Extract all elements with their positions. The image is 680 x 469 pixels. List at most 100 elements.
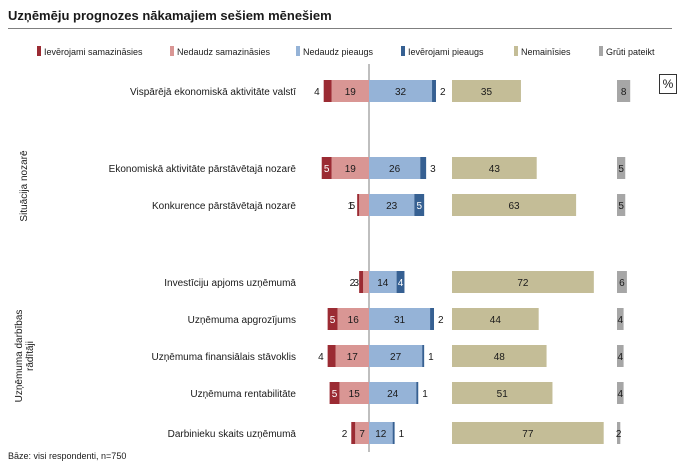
data-label: 27 [390,352,402,363]
bar-nemainisies [452,308,539,330]
data-label: 5 [618,201,624,212]
data-label: 1 [428,352,434,363]
data-label: 77 [522,429,534,440]
bar-gruti-pateikt [617,382,624,404]
data-label: 15 [349,389,361,400]
legend-swatch [599,46,603,56]
bar-nedaudz-samazinasies [337,308,369,330]
bar-ievērojami-samazinasies [323,80,332,102]
bar-nemainisies [452,382,553,404]
bar-gruti-pateikt [617,345,624,367]
bar-ievērojami-pieaugs [396,271,405,293]
data-label: 19 [345,164,357,175]
data-label: 14 [377,278,389,289]
category-label: Darbinieku skaits uzņēmumā [168,429,297,440]
title-divider [8,28,672,29]
data-label: 51 [497,389,509,400]
bar-ievērojami-pieaugs [392,422,395,444]
data-label: 4 [314,87,320,98]
legend-label: Grūti pateikt [606,47,655,57]
group-label-line: Situācija nozarē [19,150,30,222]
category-label: Uzņēmuma rentabilitāte [190,389,296,400]
bar-ievērojami-samazinasies [357,194,360,216]
bar-gruti-pateikt [617,80,631,102]
data-label: 6 [619,278,625,289]
group-label-line: rādītāji [25,341,36,371]
data-label: 5 [350,201,356,212]
data-label: 2 [616,429,622,440]
data-label: 7 [359,429,365,440]
legend-label: Nedaudz pieaugs [303,47,374,57]
data-label: 48 [494,352,506,363]
data-label: 2 [350,278,356,289]
data-label: 5 [332,389,338,400]
data-label: 72 [517,278,529,289]
data-label: 8 [621,87,627,98]
data-label: 63 [508,201,520,212]
category-label: Vispārējā ekonomiskā aktivitāte valstī [130,87,296,98]
bar-ievērojami-samazinasies [327,345,336,367]
data-label: 23 [386,201,398,212]
bar-nemainisies [452,157,537,179]
bar-nemainisies [452,194,577,216]
bar-nemainisies [452,422,604,444]
data-label: 5 [416,201,422,212]
data-label: 5 [324,164,330,175]
category-label: Uzņēmuma finansiālais stāvoklis [151,352,296,363]
data-label: 3 [430,164,436,175]
bar-nedaudz-samazinasies [363,271,369,293]
bar-nedaudz-samazinasies [355,422,369,444]
data-label: 16 [348,315,360,326]
bar-gruti-pateikt [617,271,627,293]
group-label: Uzņēmuma darbībasrādītāji [14,310,36,403]
data-label: 3 [354,278,360,289]
bar-ievērojami-pieaugs [430,308,435,330]
bar-ievērojami-pieaugs [414,194,425,216]
data-label: 4 [618,352,624,363]
data-label: 4 [618,389,624,400]
category-label: Konkurence pārstāvētajā nozarē [152,201,296,212]
data-label: 43 [489,164,501,175]
group-label: Situācija nozarē [19,150,30,222]
data-label: 4 [618,315,624,326]
bar-gruti-pateikt [617,157,626,179]
data-label: 12 [375,429,387,440]
data-label: 1 [348,201,354,212]
bar-nedaudz-samazinasies [331,157,369,179]
bar-nedaudz-pieaugs [369,382,417,404]
legend-swatch [170,46,174,56]
bar-nedaudz-pieaugs [369,80,433,102]
bar-nedaudz-samazinasies [339,382,369,404]
bar-nedaudz-pieaugs [369,422,393,444]
legend-label: Nemainīsies [521,47,571,57]
category-label: Ekonomiskā aktivitāte pārstāvētajā nozar… [109,164,297,175]
data-label: 32 [395,87,407,98]
data-label: 2 [342,429,348,440]
bar-nedaudz-pieaugs [369,308,431,330]
data-label: 5 [618,164,624,175]
group-label-line: Uzņēmuma darbības [14,310,25,403]
bar-ievērojami-pieaugs [432,80,436,102]
bar-ievērojami-samazinasies [327,308,338,330]
category-label: Uzņēmuma apgrozījums [188,315,296,326]
bar-ievērojami-samazinasies [351,422,356,444]
bar-nedaudz-pieaugs [369,271,397,293]
bar-nedaudz-samazinasies [335,345,369,367]
bar-ievērojami-pieaugs [422,345,425,367]
bar-nemainisies [452,345,547,367]
bar-nedaudz-pieaugs [369,345,423,367]
bar-ievērojami-samazinasies [359,271,364,293]
data-label: 35 [481,87,493,98]
bar-ievērojami-pieaugs [416,382,419,404]
legend-label: Ievērojami samazināsies [44,47,143,57]
data-label: 31 [394,315,406,326]
legend-swatch [37,46,41,56]
bar-gruti-pateikt [617,308,624,330]
legend-swatch [514,46,518,56]
bar-nedaudz-pieaugs [369,194,415,216]
data-label: 2 [440,87,446,98]
bar-ievērojami-pieaugs [420,157,427,179]
category-label: Investīciju apjoms uzņēmumā [164,278,296,289]
data-label: 26 [389,164,401,175]
